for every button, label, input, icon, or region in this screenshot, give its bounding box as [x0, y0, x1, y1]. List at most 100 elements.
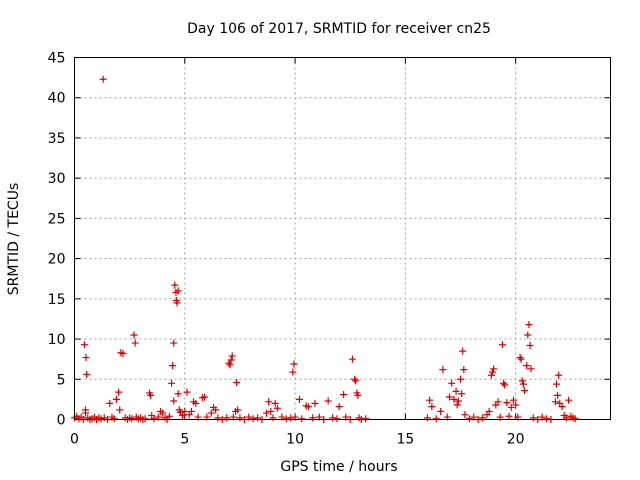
data-point	[106, 399, 114, 407]
data-point	[525, 321, 533, 329]
data-point	[226, 361, 234, 369]
data-point	[505, 412, 513, 420]
data-point	[97, 415, 105, 423]
data-point	[490, 365, 498, 373]
y-tick-label: 25	[48, 211, 66, 227]
data-point	[169, 362, 177, 370]
data-point	[348, 355, 356, 363]
data-point	[110, 415, 118, 423]
data-point	[128, 415, 136, 423]
data-point	[131, 339, 139, 347]
data-point	[223, 414, 231, 422]
data-point	[173, 299, 181, 307]
y-tick-label: 35	[48, 131, 66, 147]
data-point	[265, 398, 273, 406]
data-point	[432, 415, 440, 423]
data-point	[340, 391, 348, 399]
data-point	[214, 414, 222, 422]
data-point	[234, 406, 242, 414]
data-point	[298, 415, 306, 423]
data-point	[83, 370, 91, 378]
data-point	[428, 403, 436, 411]
data-point	[174, 287, 182, 295]
data-point	[523, 362, 531, 370]
y-tick-label: 10	[48, 332, 66, 348]
y-tick-label: 30	[48, 171, 66, 187]
data-point	[262, 409, 270, 417]
data-point	[503, 399, 511, 407]
data-point	[445, 393, 453, 401]
data-point	[518, 377, 526, 385]
data-point	[512, 401, 520, 409]
y-tick-label: 20	[48, 252, 66, 268]
data-point	[460, 366, 468, 374]
grid-lines	[74, 57, 611, 420]
data-point	[273, 404, 281, 412]
data-point	[100, 414, 108, 422]
data-point	[82, 406, 90, 414]
data-point	[174, 390, 182, 398]
data-point	[507, 403, 515, 411]
chart-title: Day 106 of 2017, SRMTID for receiver cn2…	[187, 21, 491, 37]
data-point	[228, 352, 236, 360]
data-point	[207, 409, 215, 417]
data-point	[558, 403, 566, 411]
data-point	[254, 414, 262, 422]
y-axis-label: SRMTID / TECUs	[6, 183, 22, 296]
data-point	[192, 399, 200, 407]
data-point	[479, 414, 487, 422]
data-point	[304, 403, 312, 411]
data-point	[287, 414, 295, 422]
data-point	[519, 380, 527, 388]
data-point	[527, 365, 535, 373]
data-point	[458, 390, 466, 398]
data-point	[562, 414, 570, 422]
data-point	[450, 395, 458, 403]
data-point	[282, 415, 290, 423]
data-point	[82, 354, 90, 362]
data-point	[498, 341, 506, 349]
data-point	[115, 388, 123, 396]
data-point	[426, 396, 434, 404]
data-point	[212, 406, 220, 414]
data-point	[170, 339, 178, 347]
data-point	[509, 396, 517, 404]
data-point	[362, 415, 370, 423]
data-point	[116, 406, 124, 414]
data-point	[233, 378, 241, 386]
data-point	[352, 377, 360, 385]
axes: 0 5 10 15 20 25 30 35 40 45 0 5 10 15 20	[48, 51, 611, 448]
data-point	[454, 397, 462, 405]
data-point	[236, 414, 244, 422]
plot-frame	[74, 57, 611, 420]
data-point	[171, 281, 179, 289]
data-point	[554, 391, 562, 399]
data-point	[452, 387, 460, 395]
x-tick-label: 5	[180, 432, 189, 448]
data-point	[147, 391, 155, 399]
x-tick-label: 20	[507, 432, 525, 448]
data-point	[183, 388, 191, 396]
x-axis-label: GPS time / hours	[280, 459, 397, 475]
data-points	[71, 75, 579, 423]
data-point	[543, 415, 551, 423]
x-tick-label: 15	[396, 432, 414, 448]
data-point	[295, 395, 303, 403]
y-tick-label: 0	[57, 413, 66, 429]
data-point	[551, 398, 559, 406]
data-point	[516, 354, 524, 362]
data-point	[459, 347, 467, 355]
y-tick-label: 15	[48, 292, 66, 308]
data-point	[461, 411, 469, 419]
data-point	[555, 371, 563, 379]
data-point	[249, 415, 257, 423]
y-tick-label: 5	[57, 372, 66, 388]
data-point	[529, 414, 537, 422]
data-point	[99, 75, 107, 83]
x-tick-label: 0	[70, 432, 79, 448]
y-tick-label: 45	[48, 51, 66, 67]
data-point	[520, 387, 528, 395]
data-point	[150, 415, 158, 423]
data-point	[227, 356, 235, 364]
data-point	[309, 414, 317, 422]
